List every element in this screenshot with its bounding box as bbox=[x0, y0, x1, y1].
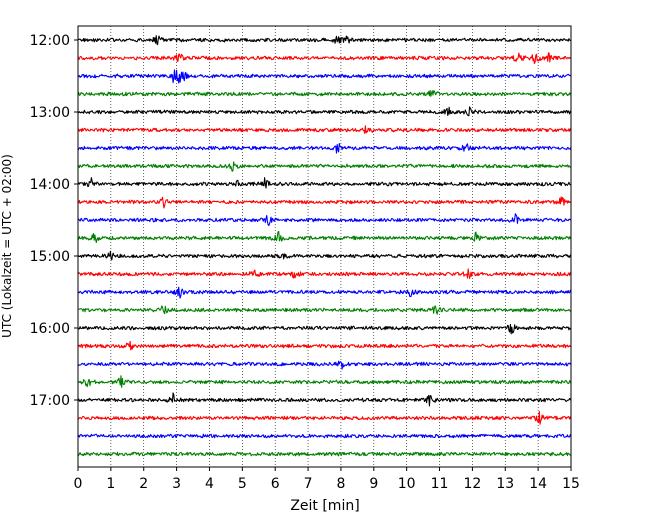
trace-row-1715 bbox=[77, 410, 572, 425]
trace-row-1700 bbox=[77, 392, 572, 407]
x-tick-label: 4 bbox=[205, 476, 214, 492]
trace-row-1245 bbox=[77, 89, 572, 97]
x-tick-label: 12 bbox=[463, 476, 481, 492]
x-tick-label: 0 bbox=[74, 476, 83, 492]
x-axis: 0 1 2 3 4 5 6 7 8 9 10 11 12 13 14 15 bbox=[74, 467, 580, 492]
y-tick-label: 17:00 bbox=[30, 393, 70, 409]
y-tick-label: 12:00 bbox=[30, 33, 70, 49]
y-axis-label: UTC (Lokalzeit = UTC + 02:00) bbox=[0, 154, 14, 338]
trace-row-1645 bbox=[77, 375, 572, 388]
plot-frame bbox=[77, 25, 572, 468]
y-axis: 12:00 13:00 14:00 15:00 16:00 17:00 bbox=[30, 33, 78, 409]
x-axis-label: Zeit [min] bbox=[290, 498, 359, 514]
x-tick-label: 5 bbox=[238, 476, 247, 492]
trace-row-1615 bbox=[77, 340, 572, 351]
trace-row-1545 bbox=[77, 305, 572, 315]
x-tick-label: 6 bbox=[271, 476, 280, 492]
trace-row-1415 bbox=[77, 196, 572, 209]
trace-row-1730 bbox=[77, 433, 572, 439]
trace-row-1530 bbox=[77, 286, 572, 299]
trace-row-1330 bbox=[77, 143, 572, 154]
trace-group bbox=[77, 35, 572, 457]
trace-row-1215 bbox=[77, 52, 572, 64]
y-tick-label: 13:00 bbox=[30, 105, 70, 121]
trace-row-1345 bbox=[77, 161, 572, 172]
x-tick-label: 3 bbox=[172, 476, 181, 492]
y-tick-label: 14:00 bbox=[30, 177, 70, 193]
trace-row-1230 bbox=[77, 69, 572, 84]
x-tick-label: 13 bbox=[496, 476, 514, 492]
trace-row-1600 bbox=[77, 323, 572, 335]
y-tick-label: 16:00 bbox=[30, 321, 70, 337]
x-tick-label: 15 bbox=[562, 476, 580, 492]
trace-row-1300 bbox=[77, 106, 572, 117]
trace-row-1430 bbox=[77, 213, 572, 227]
trace-row-1630 bbox=[77, 360, 572, 370]
y-tick-label: 15:00 bbox=[30, 249, 70, 265]
trace-row-1445 bbox=[77, 230, 572, 244]
trace-row-1315 bbox=[77, 125, 572, 134]
x-tick-label: 2 bbox=[139, 476, 148, 492]
x-tick-label: 7 bbox=[304, 476, 313, 492]
x-tick-label: 1 bbox=[106, 476, 115, 492]
trace-row-1400 bbox=[77, 177, 572, 189]
x-tick-label: 8 bbox=[336, 476, 345, 492]
trace-row-1500 bbox=[77, 250, 572, 261]
x-tick-label: 9 bbox=[369, 476, 378, 492]
x-tick-label: 10 bbox=[398, 476, 416, 492]
trace-row-1515 bbox=[77, 268, 572, 279]
plot-background bbox=[78, 26, 571, 467]
x-tick-label: 14 bbox=[529, 476, 547, 492]
trace-row-1745 bbox=[77, 451, 572, 457]
trace-row-1200 bbox=[77, 35, 572, 46]
x-tick-label: 11 bbox=[431, 476, 449, 492]
